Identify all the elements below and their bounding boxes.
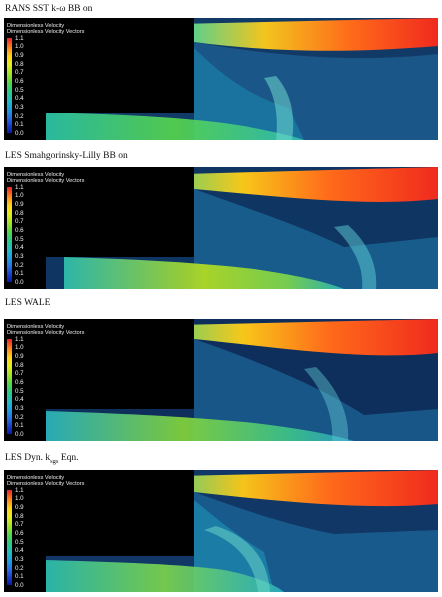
colorbar [7,37,12,133]
tick-label: 0.1 [15,573,24,581]
colorbar [7,186,12,282]
colorbar [7,338,12,434]
tick-label: 0.1 [15,121,24,129]
tick-label: 0.5 [15,235,24,243]
panel-1-title: RANS SST k-ω BB on [5,4,93,14]
panel-4-legend: Dimensionless Velocity Dimensionless Vel… [7,475,85,589]
legend-title: Dimensionless Velocity [7,475,65,481]
legend-title: Dimensionless Velocity [7,23,65,29]
panel-1-legend: Dimensionless Velocity Dimensionless Vel… [7,23,85,137]
panel-1-velocity-field: Dimensionless Velocity Dimensionless Vel… [4,18,438,140]
tick-label: 0.0 [15,582,24,590]
tick-label: 0.7 [15,218,24,226]
panel-2-title: LES Smahgorinsky-Lilly BB on [5,151,128,161]
tick-label: 1.1 [15,486,24,494]
tick-label: 1.0 [15,495,24,503]
panel-2-legend: Dimensionless Velocity Dimensionless Vel… [7,172,85,286]
colorbar-ticks: 1.1 1.0 0.9 0.8 0.7 0.6 0.5 0.4 0.3 0.2 … [15,35,24,139]
tick-label: 0.6 [15,227,24,235]
legend-subtitle: Dimensionless Velocity Vectors [7,177,85,184]
tick-label: 0.2 [15,564,24,572]
tick-label: 1.0 [15,192,24,200]
panel-2-velocity-field: Dimensionless Velocity Dimensionless Vel… [4,167,438,289]
panel-4-velocity-field: Dimensionless Velocity Dimensionless Vel… [4,470,438,592]
tick-label: 0.4 [15,547,24,555]
panel-4-contour-plot [4,470,438,592]
tick-label: 0.7 [15,370,24,378]
panel-3-title: LES WALE [5,298,51,308]
tick-label: 0.0 [15,279,24,287]
panel-3-legend: Dimensionless Velocity Dimensionless Vel… [7,324,85,438]
tick-label: 0.4 [15,396,24,404]
panel-2-contour-plot [4,167,438,289]
tick-label: 0.7 [15,69,24,77]
tick-label: 0.2 [15,413,24,421]
panel-3-contour-plot [4,319,438,441]
tick-label: 0.0 [15,130,24,138]
tick-label: 1.0 [15,344,24,352]
tick-label: 0.8 [15,361,24,369]
tick-label: 0.6 [15,78,24,86]
legend-subtitle: Dimensionless Velocity Vectors [7,329,85,336]
tick-label: 0.5 [15,387,24,395]
tick-label: 0.5 [15,538,24,546]
tick-label: 0.9 [15,503,24,511]
panel-1-contour-plot [4,18,438,140]
tick-label: 0.9 [15,352,24,360]
tick-label: 0.9 [15,51,24,59]
tick-label: 0.1 [15,270,24,278]
tick-label: 0.8 [15,512,24,520]
legend-subtitle: Dimensionless Velocity Vectors [7,28,85,35]
tick-label: 0.5 [15,86,24,94]
tick-label: 0.4 [15,95,24,103]
tick-label: 0.3 [15,405,24,413]
tick-label: 0.8 [15,60,24,68]
legend-title: Dimensionless Velocity [7,324,65,330]
wall-jet-region [44,112,304,140]
tick-label: 0.8 [15,209,24,217]
panel-3-velocity-field: Dimensionless Velocity Dimensionless Vel… [4,319,438,441]
tick-label: 0.9 [15,200,24,208]
tick-label: 0.3 [15,104,24,112]
tick-label: 0.0 [15,431,24,439]
legend-subtitle: Dimensionless Velocity Vectors [7,480,85,487]
tick-label: 0.1 [15,422,24,430]
tick-label: 0.3 [15,253,24,261]
colorbar-ticks: 1.1 1.0 0.9 0.8 0.7 0.6 0.5 0.4 0.3 0.2 … [15,487,24,591]
tick-label: 0.4 [15,244,24,252]
tick-label: 1.1 [15,183,24,191]
legend-title: Dimensionless Velocity [7,172,65,178]
tick-label: 0.2 [15,261,24,269]
tick-label: 1.1 [15,335,24,343]
panel-4-title: LES Dyn. ksgs Eqn. [5,453,79,465]
solid-block [4,18,194,113]
tick-label: 0.6 [15,530,24,538]
tick-label: 0.6 [15,379,24,387]
tick-label: 1.1 [15,34,24,42]
tick-label: 1.0 [15,43,24,51]
tick-label: 0.2 [15,112,24,120]
tick-label: 0.3 [15,556,24,564]
colorbar-ticks: 1.1 1.0 0.9 0.8 0.7 0.6 0.5 0.4 0.3 0.2 … [15,184,24,288]
tick-label: 0.7 [15,521,24,529]
colorbar-ticks: 1.1 1.0 0.9 0.8 0.7 0.6 0.5 0.4 0.3 0.2 … [15,336,24,440]
colorbar [7,489,12,585]
